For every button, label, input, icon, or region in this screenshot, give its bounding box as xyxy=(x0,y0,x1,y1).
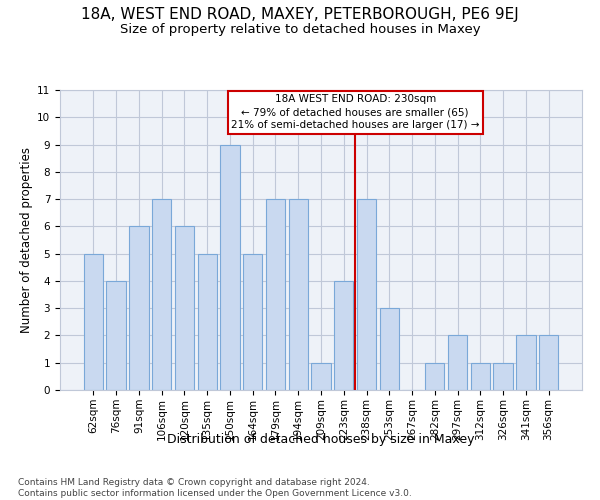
Bar xyxy=(470,362,490,390)
Bar xyxy=(311,362,331,390)
Text: 18A, WEST END ROAD, MAXEY, PETERBOROUGH, PE6 9EJ: 18A, WEST END ROAD, MAXEY, PETERBOROUGH,… xyxy=(81,8,519,22)
Bar xyxy=(334,281,353,390)
Bar xyxy=(243,254,262,390)
Text: 18A WEST END ROAD: 230sqm
← 79% of detached houses are smaller (65)
21% of semi-: 18A WEST END ROAD: 230sqm ← 79% of detac… xyxy=(231,94,479,130)
Text: Contains HM Land Registry data © Crown copyright and database right 2024.
Contai: Contains HM Land Registry data © Crown c… xyxy=(18,478,412,498)
Y-axis label: Number of detached properties: Number of detached properties xyxy=(20,147,33,333)
Bar xyxy=(152,199,172,390)
Bar xyxy=(84,254,103,390)
Bar xyxy=(266,199,285,390)
Bar xyxy=(493,362,513,390)
Bar xyxy=(380,308,399,390)
Bar xyxy=(197,254,217,390)
Bar xyxy=(516,336,536,390)
Bar xyxy=(106,281,126,390)
Bar xyxy=(289,199,308,390)
Bar xyxy=(425,362,445,390)
Bar xyxy=(175,226,194,390)
Text: Distribution of detached houses by size in Maxey: Distribution of detached houses by size … xyxy=(167,432,475,446)
Bar xyxy=(357,199,376,390)
Bar xyxy=(129,226,149,390)
Bar xyxy=(220,144,239,390)
Bar xyxy=(539,336,558,390)
Text: Size of property relative to detached houses in Maxey: Size of property relative to detached ho… xyxy=(119,22,481,36)
Bar xyxy=(448,336,467,390)
